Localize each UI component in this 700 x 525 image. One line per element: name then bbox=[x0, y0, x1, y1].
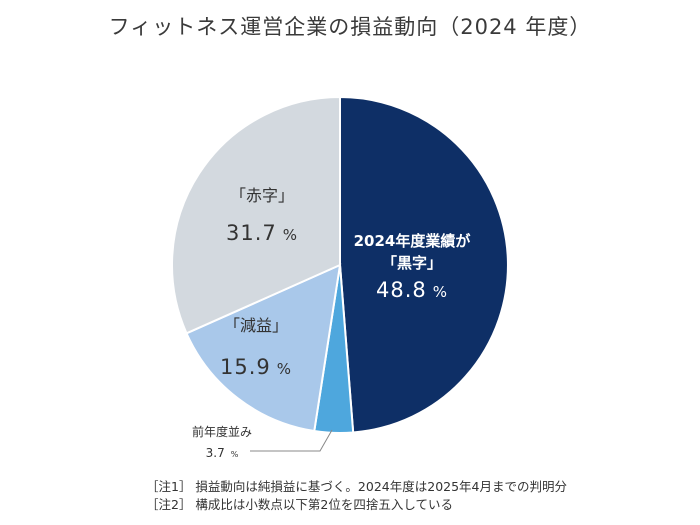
pie-slice-0 bbox=[339, 95, 509, 434]
slice-label-3-line-0: 「赤字」 bbox=[230, 186, 294, 205]
slice-value-1: 3.7% bbox=[206, 446, 239, 460]
footnotes: ［注1］ 損益動向は純損益に基づく。2024年度は2025年4月までの判明分 ［… bbox=[146, 478, 567, 514]
slice-value-2: 15.9% bbox=[220, 355, 292, 379]
slice-value-0: 48.8% bbox=[376, 278, 448, 302]
slice-label-0-line-0: 2024年度業績が bbox=[354, 232, 472, 250]
slice-label-0-line-1: 「黒字」 bbox=[382, 254, 442, 272]
footnote-2: ［注2］ 構成比は小数点以下第2位を四捨五入している bbox=[146, 497, 454, 512]
chart-title: フィットネス運営企業の損益動向（2024 年度） bbox=[108, 15, 592, 39]
slice-value-3: 31.7% bbox=[226, 221, 298, 245]
pie-slice-2 bbox=[185, 263, 342, 433]
pie-slice-3 bbox=[171, 95, 341, 335]
footnote-1: ［注1］ 損益動向は純損益に基づく。2024年度は2025年4月までの判明分 bbox=[146, 479, 568, 494]
slice-label-1-line-0: 前年度並み bbox=[192, 424, 252, 439]
leader-line-1 bbox=[250, 429, 333, 452]
slice-label-2-line-0: 「減益」 bbox=[224, 316, 288, 335]
